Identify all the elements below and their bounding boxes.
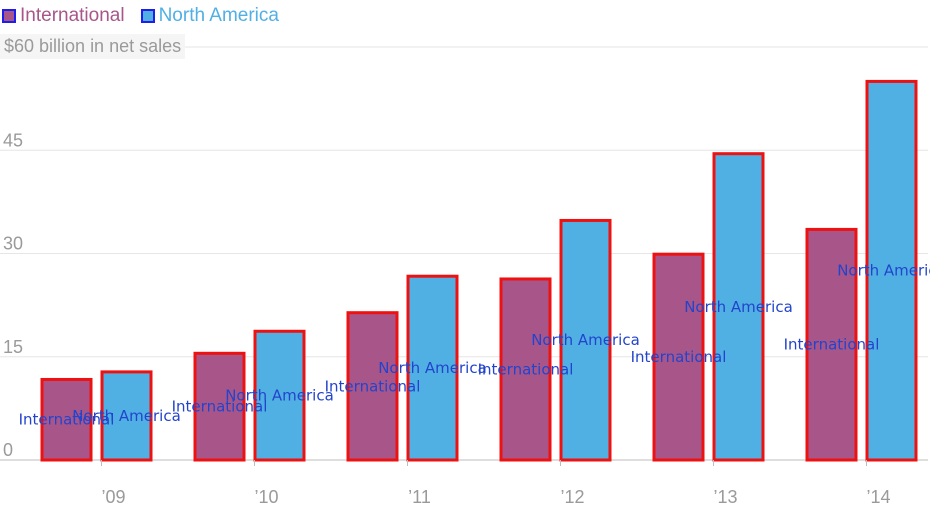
bar-label: North America <box>837 262 930 280</box>
bar-international <box>40 377 93 462</box>
bar-label: North America <box>225 387 334 405</box>
legend-label-north-america: North America <box>158 5 279 26</box>
legend: International North America <box>2 4 295 28</box>
bar-label: International <box>172 398 268 416</box>
y-tick-label: 0 <box>3 440 13 460</box>
bar-label: International <box>478 360 574 378</box>
y-tick-label: 30 <box>3 234 23 254</box>
bar-label: International <box>325 377 421 395</box>
y-tick-label: 15 <box>3 337 23 357</box>
x-tick-label: ’11 <box>408 487 431 507</box>
legend-swatch-international <box>2 9 16 23</box>
legend-item-north-america[interactable]: North America <box>140 5 279 27</box>
bar-north-america <box>712 152 765 462</box>
legend-label-international: International <box>20 5 125 26</box>
x-tick-label: ’10 <box>254 487 278 507</box>
x-tick-label: ’13 <box>713 487 737 507</box>
bar-international <box>499 277 552 462</box>
x-tick-label: ’09 <box>101 487 125 507</box>
bar-north-america <box>865 79 918 462</box>
bar-north-america <box>559 218 612 462</box>
y-axis: 0 15 30 45 <box>3 130 23 460</box>
bar-label: North America <box>531 331 640 349</box>
bar-label: International <box>784 336 880 354</box>
bar-label: North America <box>378 359 487 377</box>
bar-international <box>346 311 399 462</box>
bar-north-america <box>253 329 306 462</box>
grid-lines <box>0 46 928 461</box>
bar-international <box>193 351 246 462</box>
bar-international <box>805 227 858 462</box>
y-unit-label: $60 billion in net sales <box>0 34 186 59</box>
x-axis: ’09 ’10 ’11 ’12 ’13 ’14 <box>101 460 891 507</box>
bars <box>40 79 918 462</box>
legend-swatch-north-america <box>140 9 155 23</box>
bar-north-america <box>100 370 153 462</box>
bar-label: North America <box>72 407 181 425</box>
x-tick-label: ’14 <box>866 487 890 507</box>
bar-north-america <box>406 274 459 462</box>
bar-label: North America <box>684 298 793 316</box>
bar-label: International <box>19 411 115 429</box>
x-tick-label: ’12 <box>560 487 584 507</box>
bar-international <box>652 252 705 462</box>
y-tick-label: 45 <box>3 130 23 150</box>
legend-item-international[interactable]: International <box>2 5 125 27</box>
bar-label: International <box>631 348 727 366</box>
